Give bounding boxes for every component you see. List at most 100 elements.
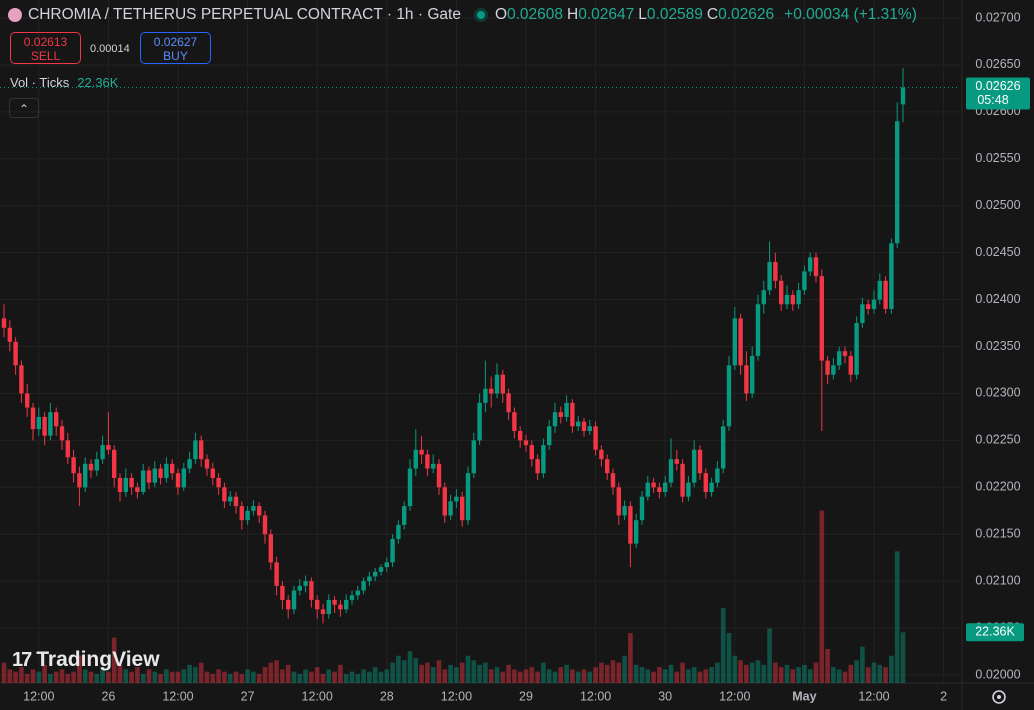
x-tick-label: 12:00: [719, 689, 750, 703]
ohlc-value: 0.02608: [507, 6, 564, 23]
change: +0.00034 (+1.31%): [784, 6, 917, 23]
volume-bar: [610, 660, 616, 683]
volume-bar: [494, 667, 500, 683]
candle-body: [581, 421, 587, 431]
volume-bar: [506, 664, 511, 683]
candle-body: [889, 243, 894, 309]
volume-bar: [680, 662, 685, 683]
volume-bar: [744, 664, 749, 683]
volume-title: Vol · Ticks: [10, 75, 70, 90]
candle-body: [48, 412, 53, 436]
candle-body: [674, 459, 679, 464]
volume-bar: [483, 662, 488, 683]
candle-body: [790, 294, 795, 305]
candle-body: [732, 318, 737, 366]
volume-bar: [256, 673, 262, 683]
volume-bar: [773, 662, 778, 683]
volume-bar: [599, 662, 604, 683]
candle-body: [836, 351, 842, 366]
candle-body: [488, 388, 494, 394]
candle-body: [71, 457, 76, 474]
candle-body: [332, 599, 337, 605]
candle-body: [587, 426, 592, 431]
candle-body: [633, 520, 639, 544]
candle-body: [309, 581, 314, 600]
price-tag: [966, 77, 1030, 110]
legend-header: CHROMIA / TETHERUS PERPETUAL CONTRACT · …: [8, 6, 921, 24]
candle-body: [94, 459, 100, 471]
volume-bar: [239, 673, 245, 683]
logo-icon: 17: [12, 648, 32, 671]
candle-body: [628, 506, 633, 544]
volume-bar: [36, 671, 42, 683]
volume-bar: [53, 671, 59, 683]
candle-body: [819, 276, 824, 361]
sell-label: SELL: [30, 49, 61, 63]
candle-body: [77, 473, 82, 488]
volume-bar: [268, 662, 274, 683]
volume-bar: [123, 669, 129, 683]
volume-bar: [297, 673, 303, 683]
candle-body: [181, 468, 187, 488]
candle-body: [796, 290, 801, 305]
candle-body: [767, 262, 772, 291]
volume-bar: [13, 671, 18, 683]
candle-body: [326, 599, 332, 615]
volume-bar: [158, 673, 163, 683]
volume-bar: [802, 664, 807, 683]
candle-body: [883, 280, 888, 309]
volume-bar: [889, 655, 894, 683]
volume-bar: [164, 669, 169, 683]
volume-bar: [291, 671, 297, 683]
candle-body: [651, 482, 656, 488]
volume-bar: [790, 669, 796, 683]
volume-bar: [871, 662, 877, 683]
volume-bar: [274, 660, 279, 683]
volume-bar: [877, 664, 883, 683]
candle-body: [802, 271, 807, 291]
candle-body: [204, 459, 210, 469]
volume-bar: [169, 671, 175, 683]
candle-body: [546, 426, 552, 446]
candle-body: [831, 365, 836, 375]
volume-bar: [616, 662, 622, 683]
candle-body: [53, 412, 59, 427]
volume-bar: [500, 671, 506, 683]
candle-body: [471, 440, 476, 474]
volume-bar: [425, 662, 430, 683]
candle-body: [372, 571, 378, 577]
volume-bar: [407, 651, 413, 683]
volume-bar: [593, 667, 598, 683]
ohlc-key: H: [567, 6, 579, 23]
sell-button[interactable]: 0.02613 SELL: [10, 32, 81, 64]
ohlc-key: C: [706, 6, 719, 23]
candle-body: [610, 473, 616, 488]
volume-bar: [564, 664, 569, 683]
settings-ring: [992, 690, 1006, 704]
volume-bar: [523, 669, 529, 683]
volume-bar: [19, 667, 24, 683]
sell-price: 0.02613: [23, 35, 68, 49]
volume-bar: [784, 664, 790, 683]
volume-bar: [529, 667, 535, 683]
volume-bar: [558, 667, 564, 683]
x-tick-label: 30: [658, 689, 672, 703]
candle-body: [517, 430, 523, 441]
volume-bar: [517, 671, 523, 683]
volume-bar: [552, 671, 558, 683]
candle-body: [668, 459, 674, 483]
buy-button[interactable]: 0.02627 BUY: [140, 32, 211, 64]
volume-bar: [448, 664, 453, 683]
volume-bar: [419, 664, 424, 683]
candle-body: [268, 534, 274, 563]
collapse-button[interactable]: ⌃: [9, 98, 39, 118]
candle-body: [343, 599, 349, 610]
settings-icon[interactable]: [992, 690, 1006, 704]
candle-body: [755, 304, 761, 356]
volume-bar: [135, 667, 140, 683]
volume-bar: [755, 660, 761, 683]
x-tick-label: 2: [940, 689, 947, 703]
volume-bar: [761, 664, 767, 683]
x-tick-label: 12:00: [23, 689, 54, 703]
volume-bar: [436, 660, 442, 683]
